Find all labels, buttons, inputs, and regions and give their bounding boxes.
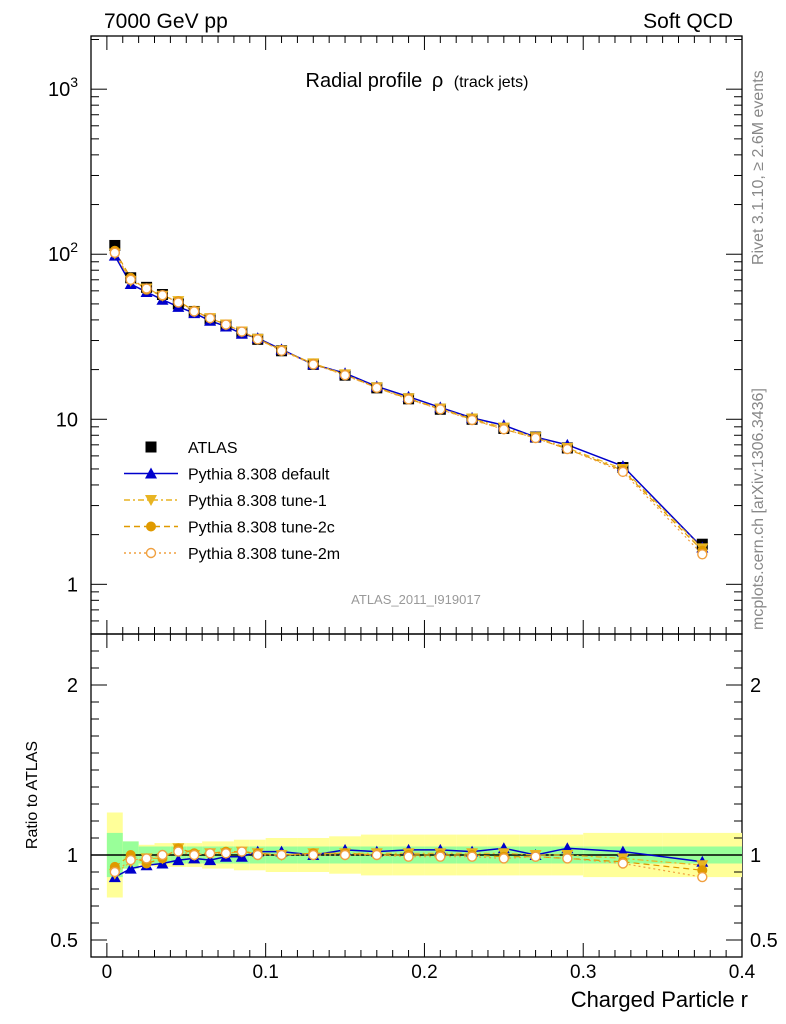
x-tick-label: 0.3 [570, 962, 596, 983]
ratio-y-axis-label: Ratio to ATLAS [24, 741, 41, 849]
series-3-ratio-point [562, 853, 573, 864]
series-0-ratio-point [204, 854, 217, 866]
series-3-point [252, 334, 263, 345]
x-tick-label: 0.2 [411, 962, 437, 983]
series-3-point [371, 382, 383, 394]
series-3-ratio-point [371, 849, 383, 861]
series-3-point [125, 274, 136, 285]
series-3-point [157, 289, 168, 301]
series-3-ratio-point [157, 849, 168, 861]
series-0-ratio-point [172, 854, 185, 866]
legend-marker [145, 495, 157, 506]
series-3-ratio-point [530, 851, 541, 862]
series-3-ratio-point [236, 846, 248, 857]
y-tick-label: 10 [56, 409, 78, 431]
series-3-ratio-point [252, 849, 263, 861]
ratio-plot-frame [90, 633, 743, 958]
category-label: Soft QCD [643, 10, 733, 33]
rivet-label: Rivet 3.1.10, ≥ 2.6M events [750, 70, 767, 265]
series-3-point [403, 394, 414, 405]
legend-label: Pythia 8.308 tune-1 [188, 493, 327, 510]
ratio-tick-label-right: 2 [750, 675, 761, 697]
series-3-ratio-point [697, 871, 708, 883]
x-tick-label: 0.4 [729, 962, 756, 983]
series-3-point [236, 326, 248, 337]
series-3-ratio-point [141, 853, 152, 864]
series-3-ratio-point [308, 849, 319, 861]
analysis-tag: ATLAS_2011_I919017 [351, 592, 481, 607]
legend: ATLAS Pythia 8.308 default Pythia 8.308 tu… [124, 440, 340, 563]
series-3-ratio-point [339, 849, 351, 861]
series-3-point [466, 414, 478, 426]
series-3-ratio-line [114, 850, 703, 878]
series-3-ratio-point [498, 853, 510, 864]
legend-marker [146, 521, 156, 532]
series-3-ratio-point [189, 849, 200, 861]
series-3-point [189, 306, 200, 317]
x-axis-label: Charged Particle r [571, 987, 748, 1012]
series-3-ratio-point [220, 848, 232, 859]
series-3-point [530, 432, 541, 444]
series-3-ratio-point [125, 854, 136, 866]
x-tick-label: 0.1 [252, 962, 278, 983]
series-3-point [204, 312, 216, 324]
ratio-plot-panel: 0.5 0.5 1 1 2 2 Ratio to ATLAS [24, 633, 778, 958]
series-3-point [617, 466, 629, 478]
series-0-ratio-point [124, 862, 137, 874]
series-3-ratio-point [109, 866, 121, 878]
energy-label: 7000 GeV pp [104, 10, 228, 33]
legend-label: Pythia 8.308 tune-2m [188, 546, 340, 563]
series-3-point [697, 549, 708, 560]
legend-marker [145, 441, 157, 453]
ratio-tick-label: 1 [67, 845, 78, 867]
series-0-ratio-line [114, 847, 703, 878]
legend-label: Pythia 8.308 tune-2c [188, 520, 335, 537]
series-3-ratio-point [173, 846, 184, 857]
series-3-point [498, 424, 510, 435]
series-3-point [220, 319, 232, 330]
series-3-point [109, 247, 121, 259]
series-3-ratio-point [276, 849, 287, 861]
y-tick-label: 103 [48, 74, 78, 101]
y-tick-label: 1 [67, 574, 78, 596]
mcplots-label: mcplots.cern.ch [arXiv:1306.3436] [750, 388, 767, 630]
main-plot-frame [90, 35, 743, 635]
series-3-ratio-point [466, 851, 478, 862]
ratio-tick-label: 2 [67, 675, 78, 697]
plot-title: Radial profile ρ (track jets) [306, 70, 529, 92]
series-3-ratio-point [204, 848, 216, 859]
legend-label: Pythia 8.308 default [188, 467, 330, 484]
series-3-point [435, 404, 446, 415]
legend-marker [145, 467, 157, 479]
series-3-line [114, 252, 703, 555]
legend-marker [145, 547, 157, 559]
ratio-tick-label-right: 0.5 [750, 930, 778, 952]
ratio-tick-label-right: 1 [750, 845, 761, 867]
atlas-data-point [109, 239, 121, 251]
series-3-point [141, 283, 152, 294]
series-3-point [308, 359, 319, 370]
y-tick-label: 102 [48, 239, 78, 266]
series-3-ratio-point [435, 851, 446, 862]
series-3-point [562, 443, 573, 455]
series-3-point [276, 345, 287, 356]
series-3-point [173, 297, 184, 308]
series-3-point [339, 369, 351, 381]
legend-label: ATLAS [188, 440, 238, 457]
x-tick-label: 0 [102, 962, 113, 983]
ratio-tick-label: 0.5 [50, 930, 78, 952]
series-3-ratio-point [403, 851, 414, 862]
series-3-ratio-point [617, 858, 629, 869]
